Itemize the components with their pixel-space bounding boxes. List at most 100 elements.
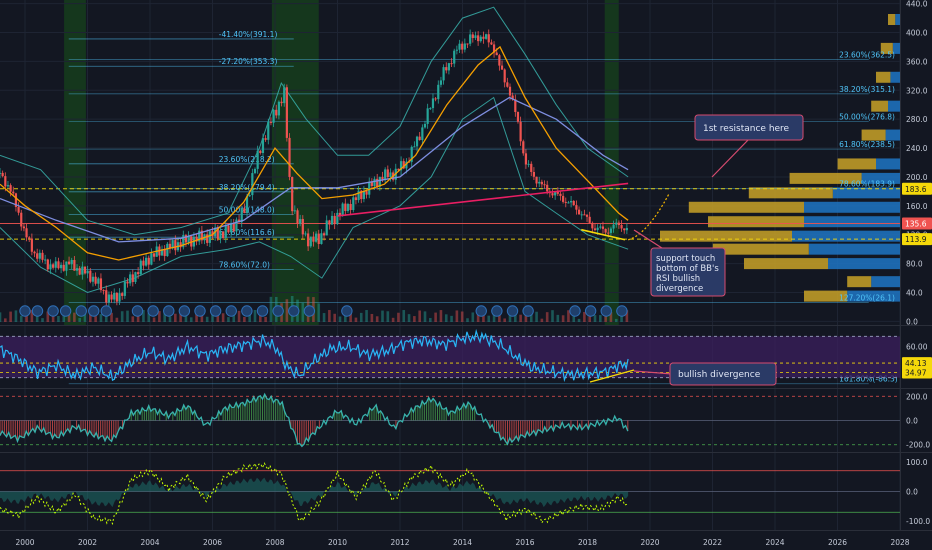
rsi-panel[interactable]: bullish divergence: [0, 328, 900, 386]
candle-body-176: [466, 43, 469, 45]
rsi-badge-bg-0: [902, 357, 932, 370]
candle-body-228: [604, 228, 607, 233]
dividend-markers[interactable]: [19, 305, 628, 317]
price-axis-tick-2: 80.0: [906, 260, 923, 269]
trend-line-0: [337, 182, 629, 217]
volume-profile-down-7: [832, 187, 900, 199]
oscillator-area: [0, 477, 629, 508]
candle-body-136: [360, 190, 363, 200]
dividend-marker-18[interactable]: [303, 305, 316, 317]
candle-body-103: [272, 109, 275, 123]
dividend-marker-11[interactable]: [194, 305, 206, 317]
dividend-marker-24[interactable]: [569, 305, 581, 317]
dividend-marker-20[interactable]: [475, 305, 487, 317]
fib-right-label-0: 23.60%(362.5): [839, 51, 895, 60]
volume-profile-down-1: [871, 276, 900, 288]
dividend-marker-1[interactable]: [31, 305, 44, 317]
volume-bar-39: [205, 316, 209, 322]
candle-body-204: [540, 181, 543, 185]
time-axis-tick-7: 2014: [453, 538, 472, 547]
dividend-marker-5[interactable]: [88, 305, 100, 317]
rsi-divergence-line: [589, 369, 635, 383]
time-axis-tick-0: 2000: [15, 538, 34, 547]
annotation-resistance[interactable]: 1st resistance here: [694, 114, 804, 178]
annotation-bullish-divergence[interactable]: bullish divergence: [633, 362, 777, 386]
volume-bar-116: [614, 318, 618, 322]
volume-bar-86: [455, 310, 459, 322]
dividend-marker-22[interactable]: [506, 305, 519, 317]
time-axis[interactable]: 2000 2002 2004 2006 2008 2010 2012 2014 2016 2018…: [0, 531, 932, 550]
candle-body-203: [538, 181, 541, 184]
volume-bar-48: [253, 310, 257, 322]
dividend-marker-6[interactable]: [100, 305, 112, 317]
volume-profile-down-8: [861, 172, 900, 184]
candle-body-124: [328, 220, 331, 225]
candle-body-223: [591, 222, 594, 229]
dividend-marker-4[interactable]: [75, 305, 87, 317]
cci-panel[interactable]: [0, 392, 900, 448]
candle-body-175: [463, 43, 466, 50]
dividend-marker-12[interactable]: [209, 305, 222, 317]
dividend-marker-15[interactable]: [256, 305, 269, 317]
dividend-marker-9[interactable]: [163, 305, 175, 317]
candle-body-113: [299, 218, 302, 224]
volume-bar-57: [301, 302, 305, 322]
price-axis-tick-7: 280.0: [906, 115, 928, 124]
volume-bar-51: [269, 296, 273, 322]
panel-dividers: [0, 325, 932, 531]
fib-right-label-6: 161.80%(-86.3): [839, 375, 898, 384]
volume-bar-75: [397, 312, 400, 322]
dividend-marker-7[interactable]: [131, 305, 144, 317]
trend-line-1: [581, 228, 626, 241]
fib-left-label-1: -27.20%(353.3): [219, 57, 278, 66]
candle-body-167: [442, 67, 445, 81]
candle-body-225: [596, 227, 599, 231]
dividend-marker-27[interactable]: [616, 305, 628, 317]
volume-bar-32: [168, 316, 172, 322]
dividend-marker-2[interactable]: [47, 305, 59, 317]
candle-body-227: [601, 226, 605, 229]
volume-profile-up-11: [871, 100, 888, 112]
dividend-marker-14[interactable]: [241, 305, 253, 317]
dividend-marker-17[interactable]: [288, 305, 300, 317]
candle-body-53: [139, 260, 142, 275]
candle-body-215: [569, 200, 573, 203]
volume-profile-up-5: [708, 216, 804, 228]
candle-body-112: [296, 210, 299, 224]
price-panel[interactable]: -41.40%(391.1) -27.20%(353.3) 23.60%(218.2…: [0, 6, 900, 385]
bollinger-upper-line: [0, 6, 629, 236]
volume-bar-92: [487, 315, 491, 322]
dividend-marker-23[interactable]: [522, 305, 534, 317]
volume-profile-up-3: [712, 243, 809, 255]
volume-bar-78: [413, 316, 416, 322]
candle-body-100: [264, 138, 267, 140]
dividend-marker-21[interactable]: [491, 305, 503, 317]
candle-body-65: [171, 240, 174, 249]
price-axis-tick-5: 200.0: [906, 173, 928, 182]
moving-average-orange-line: [0, 45, 629, 261]
candle-body-41: [107, 294, 111, 303]
dividend-marker-13[interactable]: [225, 305, 237, 317]
annotation-support[interactable]: support touch bottom of BB's RSI bullish…: [633, 229, 726, 297]
fib-left-label-2: 23.60%(218.2): [219, 155, 275, 164]
dividend-marker-26[interactable]: [600, 305, 612, 317]
dividend-marker-10[interactable]: [178, 305, 191, 317]
volume-bar-97: [514, 310, 517, 322]
oscillator-panel[interactable]: [0, 462, 900, 526]
dividend-marker-3[interactable]: [59, 305, 72, 317]
candle-body-165: [437, 84, 440, 100]
volume-profile-down-4: [792, 230, 900, 242]
dividend-marker-16[interactable]: [272, 305, 284, 317]
dividend-marker-8[interactable]: [147, 305, 159, 317]
candle-body-48: [126, 281, 129, 284]
candle-body-104: [275, 109, 278, 116]
right-price-axis[interactable]: 0.040.080.0120.0160.0200.0240.0280.0320.…: [900, 0, 932, 530]
dividend-marker-0[interactable]: [19, 305, 31, 317]
dividend-marker-19[interactable]: [341, 305, 353, 317]
dividend-marker-25[interactable]: [584, 305, 597, 317]
candle-body-22: [57, 261, 60, 269]
time-axis-tick-3: 2006: [203, 538, 222, 547]
candle-body-8: [20, 212, 23, 227]
candle-body-220: [583, 214, 586, 216]
